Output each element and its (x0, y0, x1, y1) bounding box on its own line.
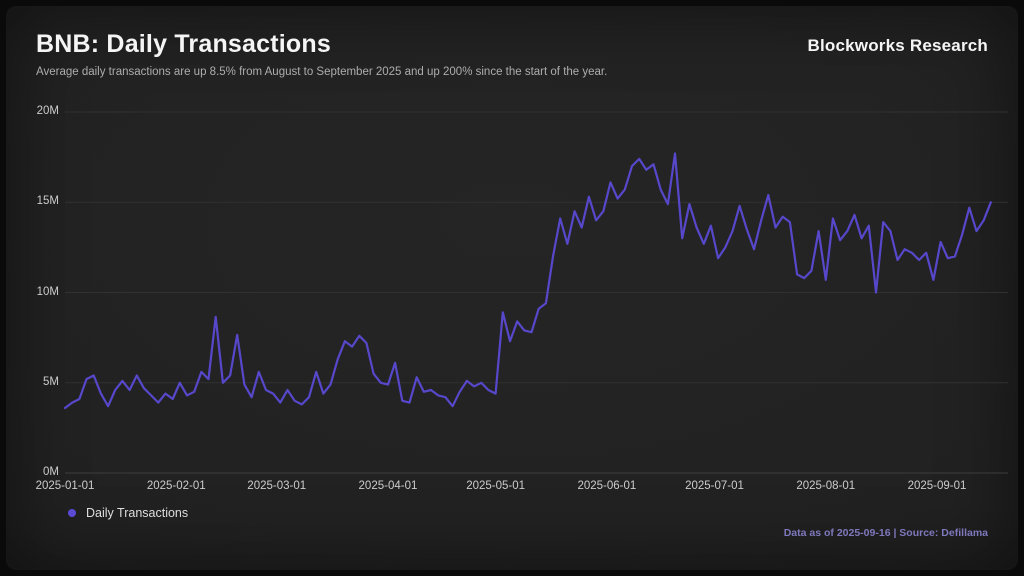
chart-panel (6, 6, 1018, 570)
